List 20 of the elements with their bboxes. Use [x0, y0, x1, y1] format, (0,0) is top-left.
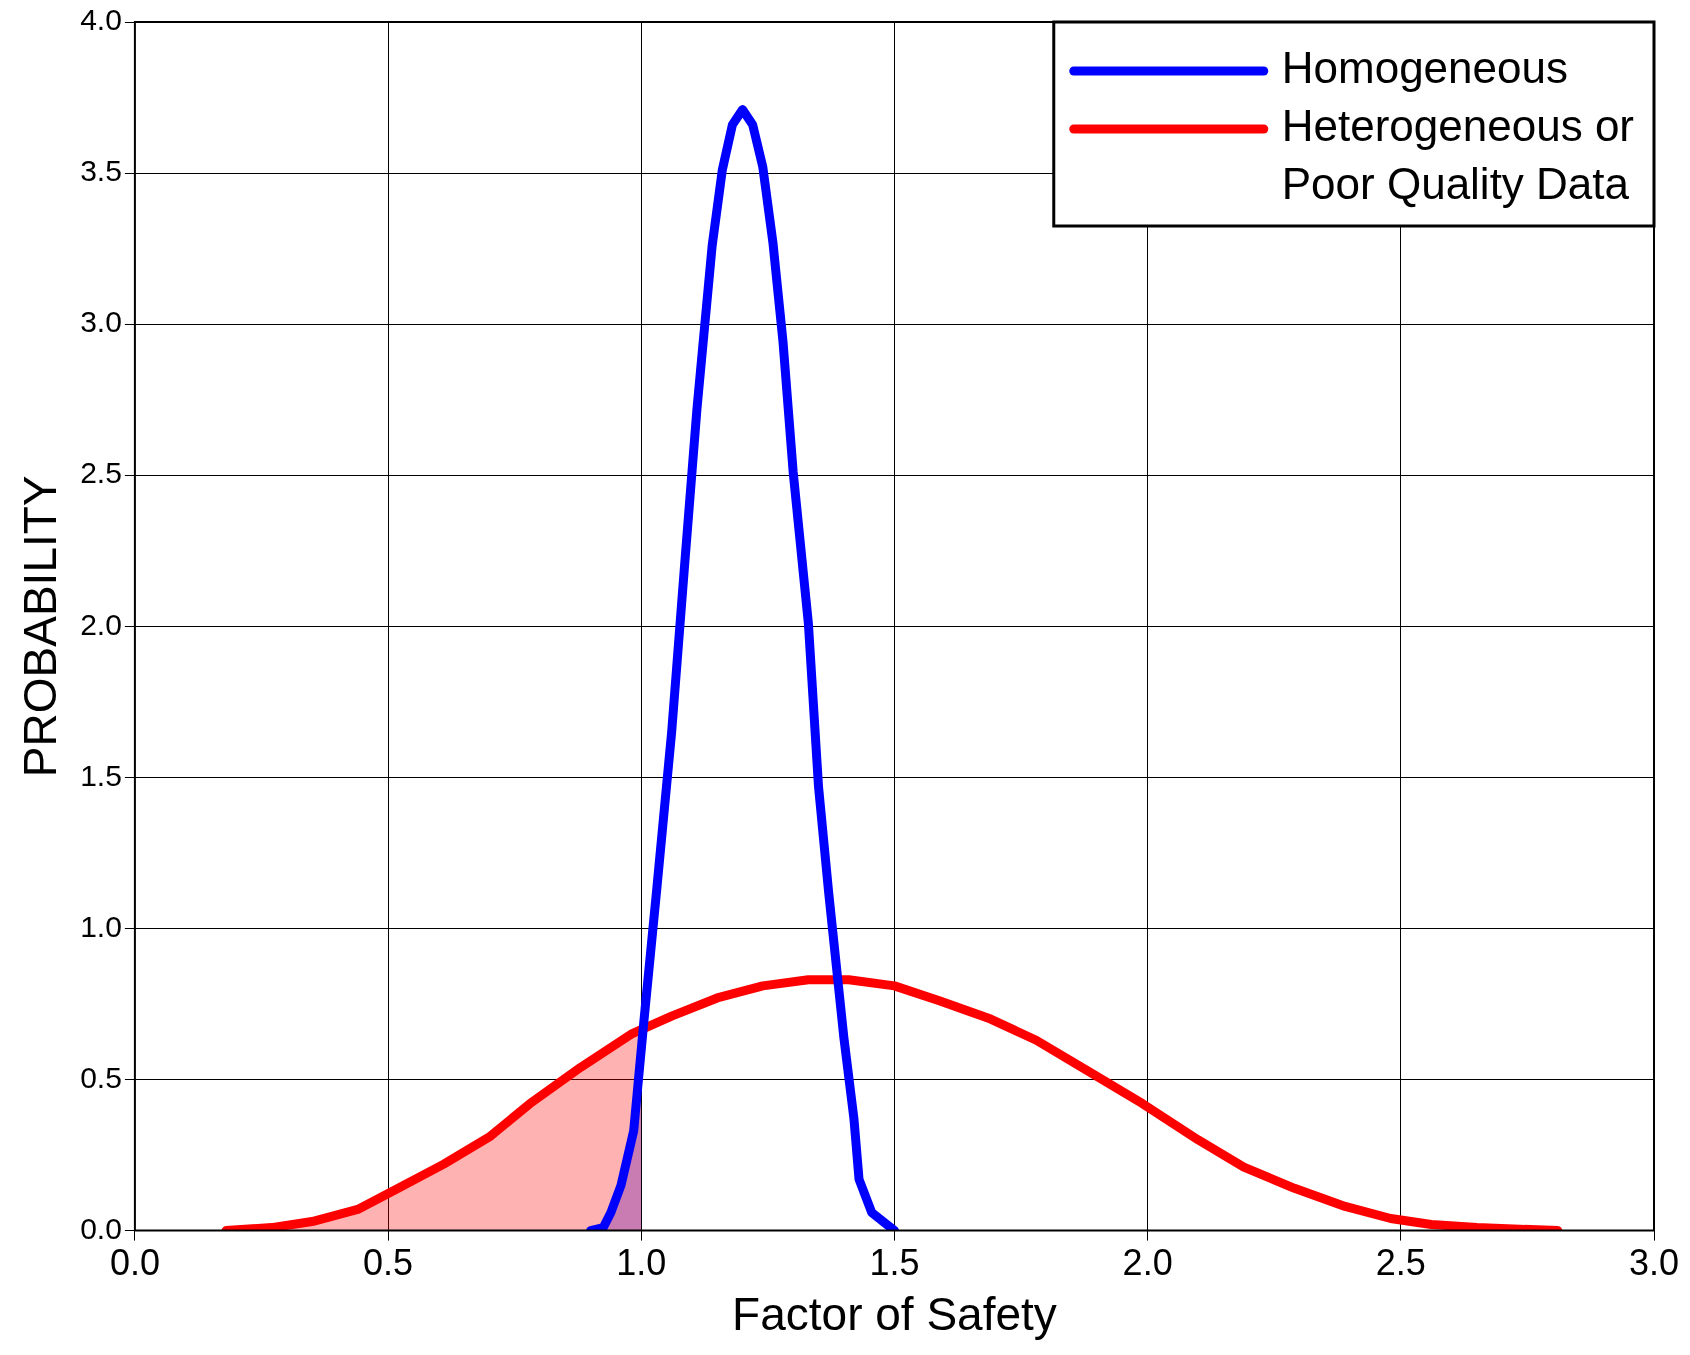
- y-tick-label: 1.0: [80, 909, 122, 943]
- x-tick-label: 3.0: [1628, 1242, 1680, 1284]
- x-tick-label: 1.5: [869, 1242, 920, 1284]
- x-tick-label: 1.0: [616, 1242, 667, 1284]
- y-tick-label: 2.0: [80, 607, 122, 641]
- y-tick-label: 3.0: [80, 305, 122, 339]
- y-tick-label: 2.5: [80, 456, 122, 490]
- y-tick-label: 3.5: [80, 154, 122, 188]
- x-axis-title: Factor of Safety: [732, 1288, 1057, 1341]
- x-tick-label: 0.5: [363, 1242, 414, 1284]
- y-tick-label: 4.0: [80, 3, 122, 37]
- x-tick-label: 2.5: [1375, 1242, 1426, 1284]
- legend-label: Homogeneous: [1281, 43, 1568, 93]
- x-tick-label: 2.0: [1122, 1242, 1173, 1284]
- x-tick-label: 0.0: [109, 1242, 160, 1284]
- y-axis-title: PROBABILITY: [14, 475, 67, 778]
- legend-label: Heterogeneous or Poor Quality Data: [1281, 101, 1635, 209]
- y-tick-label: 0.5: [80, 1060, 122, 1094]
- y-tick-label: 1.5: [80, 758, 122, 792]
- y-tick-label: 0.0: [80, 1211, 122, 1245]
